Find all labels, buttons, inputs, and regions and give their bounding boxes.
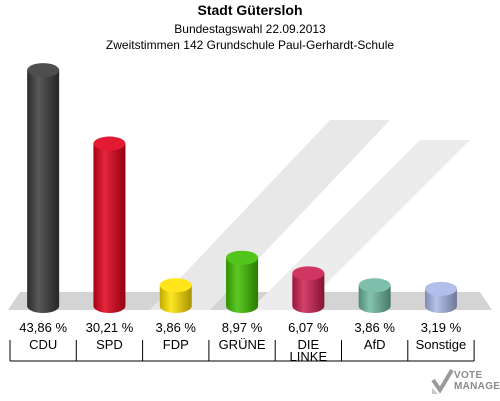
- category-label: AfD: [364, 337, 386, 352]
- bar-top: [93, 136, 126, 151]
- value-label: 30,21 %: [86, 320, 134, 335]
- logo-line-2: MANAGER: [454, 381, 500, 392]
- bar-die-linke: [292, 266, 325, 313]
- value-label: 8,97 %: [222, 320, 263, 335]
- value-label: 3,86 %: [354, 320, 395, 335]
- bar-body: [27, 70, 60, 313]
- bar-sonstige: [424, 281, 457, 313]
- bar-body: [292, 273, 325, 313]
- category-label: LINKE: [290, 349, 328, 364]
- category-label: FDP: [163, 337, 189, 352]
- logo-text: VOTE MANAGER: [454, 370, 500, 392]
- category-label: SPD: [96, 337, 123, 352]
- bar-body: [358, 285, 391, 313]
- bar-body: [226, 257, 259, 313]
- bar-top: [292, 266, 325, 281]
- chart-subtitle-2: Zweitstimmen 142 Grundschule Paul-Gerhar…: [105, 38, 395, 52]
- value-label: 3,19 %: [421, 320, 462, 335]
- bar-series: [27, 63, 457, 313]
- ballot-check-icon: [431, 368, 454, 394]
- bar-body: [159, 285, 192, 313]
- bar-top: [226, 250, 259, 265]
- value-label: 6,07 %: [288, 320, 329, 335]
- bar-fdp: [159, 278, 192, 313]
- bar-afd: [358, 278, 391, 313]
- category-label: GRÜNE: [219, 337, 266, 352]
- bar-top: [358, 278, 391, 293]
- value-label: 3,86 %: [156, 320, 197, 335]
- bar-grüne: [226, 250, 259, 313]
- value-label: 43,86 %: [19, 320, 67, 335]
- diagonal-shadow: [150, 120, 390, 310]
- bar-body: [93, 143, 126, 313]
- category-label: CDU: [29, 337, 57, 352]
- vote-manager-logo: VOTE MANAGER: [430, 366, 500, 398]
- value-labels: 43,86 % 30,21 % 3,86 % 8,97 % 6,07 % 3,86 % 3,…: [19, 320, 461, 335]
- chart-subtitle: Bundestagswahl 22.09.2013: [174, 22, 326, 36]
- chart-title: Stadt Gütersloh: [197, 2, 303, 18]
- bar-cdu: [27, 63, 60, 313]
- bar-top: [27, 63, 60, 78]
- bar-spd: [93, 136, 126, 313]
- bar-top: [424, 281, 457, 296]
- category-label: DIE: [298, 337, 320, 352]
- logo-line-1: VOTE: [454, 370, 483, 381]
- bar-top: [159, 278, 192, 293]
- category-label: Sonstige: [416, 337, 467, 352]
